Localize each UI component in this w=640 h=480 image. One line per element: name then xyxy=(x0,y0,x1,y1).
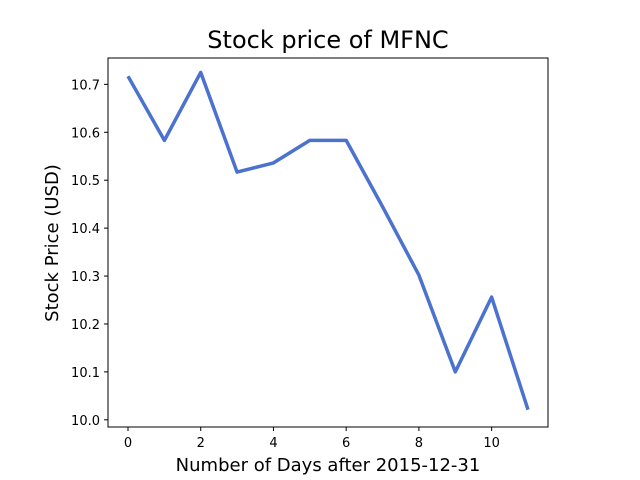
x-tick-label: 2 xyxy=(197,436,205,451)
y-tick-label: 10.3 xyxy=(71,270,100,285)
y-tick-label: 10.4 xyxy=(71,222,100,237)
series-layer xyxy=(126,70,530,411)
chart-title: Stock price of MFNC xyxy=(207,26,448,54)
y-tick-label: 10.2 xyxy=(71,318,100,333)
y-axis-label: Stock Price (USD) xyxy=(42,164,63,322)
y-tick-label: 10.0 xyxy=(71,414,100,429)
x-tick-label: 6 xyxy=(342,436,350,451)
x-tick-label: 4 xyxy=(269,436,277,451)
x-tick-label: 10 xyxy=(483,436,500,451)
y-axis: 10.0 10.1 10.2 10.3 10.4 10.5 10.6 10.7 xyxy=(71,78,108,429)
x-tick-label: 8 xyxy=(415,436,423,451)
y-tick-label: 10.1 xyxy=(71,366,100,381)
x-tick-label: 0 xyxy=(124,436,132,451)
y-tick-label: 10.6 xyxy=(71,126,100,141)
plot-area-frame xyxy=(107,57,549,428)
series-line xyxy=(126,70,530,411)
x-axis: 0 2 4 6 8 10 xyxy=(124,427,500,451)
y-tick-label: 10.7 xyxy=(71,78,100,93)
y-tick-label: 10.5 xyxy=(71,174,100,189)
x-axis-label: Number of Days after 2015-12-31 xyxy=(176,455,481,476)
